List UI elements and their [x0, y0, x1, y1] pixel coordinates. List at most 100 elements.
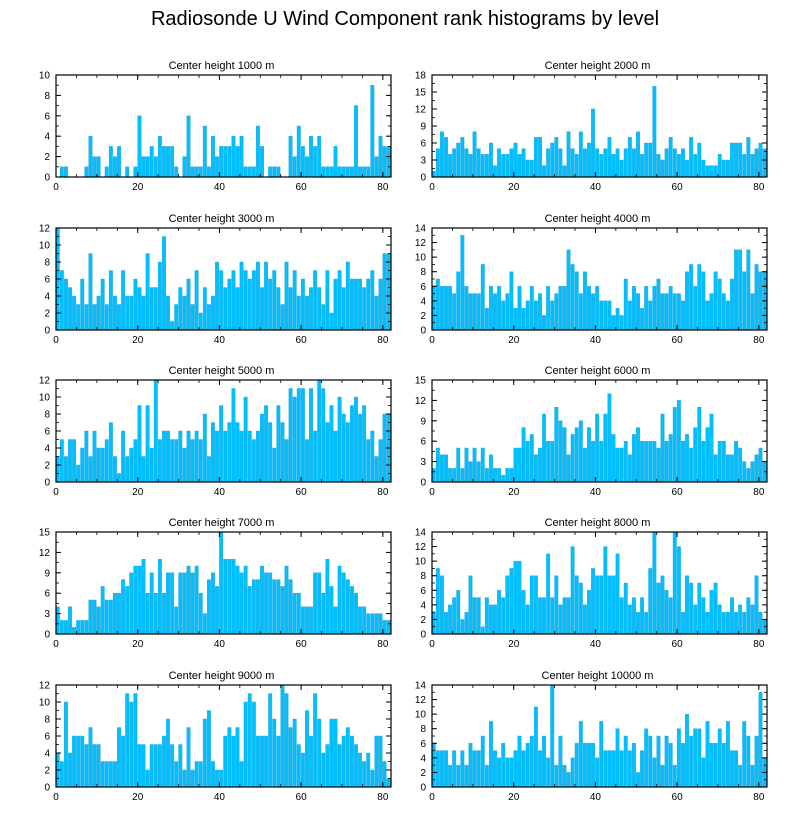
bar [329, 586, 334, 635]
bar [685, 434, 689, 483]
bar [558, 420, 563, 483]
bar [574, 427, 579, 483]
bar [738, 764, 743, 788]
bar [296, 388, 301, 483]
bar [640, 750, 645, 788]
bar [480, 264, 485, 331]
bar [296, 593, 301, 635]
bar [652, 531, 657, 635]
bar [378, 613, 383, 635]
bar [157, 744, 162, 788]
bar [554, 764, 559, 788]
bar [582, 604, 587, 635]
bar [554, 575, 559, 635]
bar [366, 166, 371, 178]
panel-3: Center height 3000 m 0 2 4 6 8 10 12 0 20 40 60 80 [39, 213, 392, 346]
bar [354, 593, 358, 635]
x-tick-label: 60 [672, 487, 684, 498]
bar [746, 468, 751, 483]
bar [664, 590, 669, 635]
bar [652, 757, 657, 788]
bar [627, 750, 632, 788]
bar [517, 560, 522, 635]
bar [681, 148, 685, 178]
bar [305, 439, 309, 483]
bar [464, 148, 469, 178]
bar [705, 300, 710, 331]
bar [117, 593, 121, 635]
bar [157, 261, 162, 331]
bar [80, 620, 85, 635]
bar [730, 454, 734, 483]
bar [452, 597, 457, 635]
bar [354, 744, 358, 788]
bar [354, 105, 358, 178]
bar [104, 439, 109, 483]
bar [157, 439, 162, 483]
bar [112, 761, 117, 788]
bar [644, 286, 649, 331]
bar [337, 565, 342, 635]
x-tick-label: 20 [132, 639, 144, 650]
bar [280, 304, 285, 331]
bar [329, 166, 334, 178]
bar [211, 761, 215, 788]
bar [525, 743, 530, 788]
bar [448, 604, 453, 635]
bar [693, 286, 698, 331]
bar [178, 572, 183, 635]
bar [378, 735, 383, 788]
y-tick-label: 6 [420, 282, 426, 293]
bar [313, 146, 318, 178]
bar [644, 611, 649, 635]
bar [362, 606, 367, 635]
y-tick-label: 0 [44, 478, 50, 489]
bar [636, 427, 640, 483]
bar [272, 718, 277, 788]
bar [68, 606, 72, 635]
bar [305, 710, 309, 788]
bar [566, 131, 571, 178]
bar [709, 743, 714, 788]
bar [525, 159, 530, 178]
bar [505, 757, 510, 788]
bar [603, 148, 608, 178]
bar [725, 300, 730, 331]
bar [664, 293, 669, 331]
bar [562, 597, 567, 635]
bar [574, 743, 579, 788]
bar [558, 148, 563, 178]
x-tick-label: 80 [377, 182, 389, 193]
bar [570, 148, 575, 178]
y-tick-label: 6 [420, 586, 426, 597]
bar [133, 439, 138, 483]
bar [754, 454, 759, 483]
x-tick-label: 80 [377, 792, 389, 803]
bar [705, 611, 710, 635]
bar [509, 757, 514, 788]
bar [108, 270, 113, 331]
bar [501, 743, 506, 788]
bar [681, 300, 685, 331]
bar [108, 146, 113, 178]
bar [309, 735, 313, 788]
bar [517, 447, 522, 483]
bar [636, 293, 640, 331]
bar [198, 593, 203, 635]
bar [701, 159, 706, 178]
bar [211, 295, 215, 331]
x-tick-label: 20 [132, 792, 144, 803]
bar [697, 582, 702, 635]
x-tick-label: 20 [132, 182, 144, 193]
bar [260, 565, 264, 635]
y-tick-label: 12 [415, 396, 427, 407]
bar [92, 430, 97, 483]
bar [284, 439, 289, 483]
bar [693, 154, 698, 178]
bar [623, 278, 628, 331]
bar [149, 447, 154, 483]
bar [317, 718, 322, 788]
bar [121, 735, 126, 788]
bar [264, 405, 269, 483]
bar [533, 454, 538, 483]
